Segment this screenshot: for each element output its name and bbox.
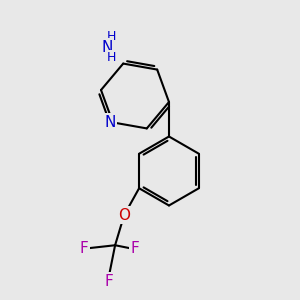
- Text: O: O: [118, 208, 130, 223]
- Text: N: N: [101, 40, 112, 55]
- Text: F: F: [130, 241, 139, 256]
- Text: F: F: [105, 274, 113, 289]
- Text: H: H: [106, 30, 116, 43]
- Text: N: N: [104, 115, 116, 130]
- Text: H: H: [106, 51, 116, 64]
- Text: F: F: [79, 241, 88, 256]
